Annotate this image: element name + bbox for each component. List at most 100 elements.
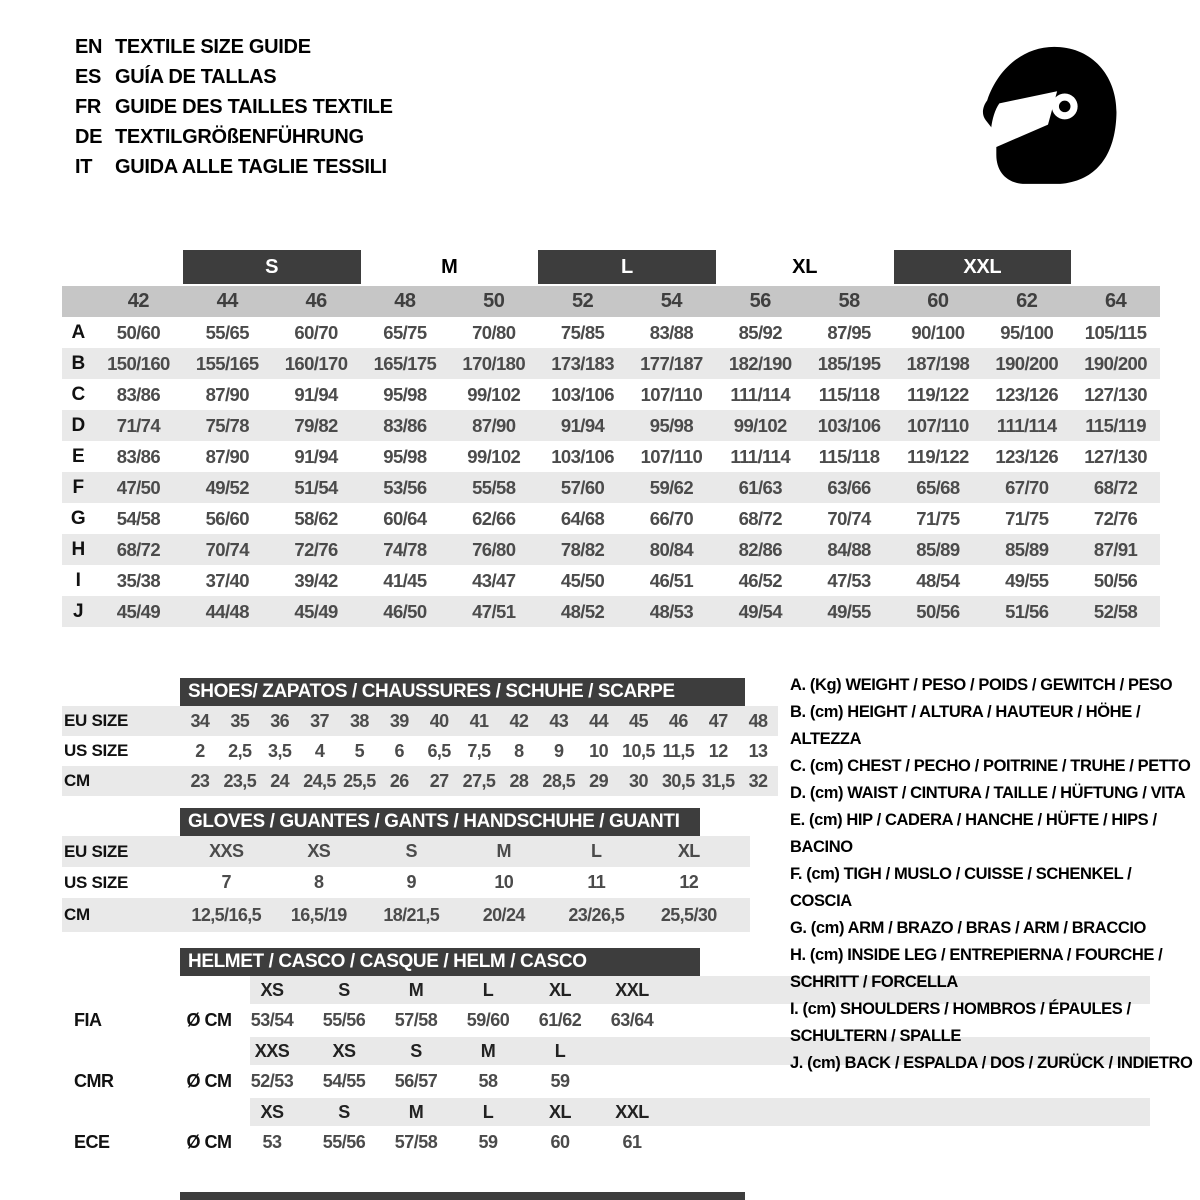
- size-cell: 115/118: [818, 445, 880, 467]
- size-cell: 23: [190, 770, 210, 791]
- table-row-G: G 54/58 56/60 58/62 60/64 62/66 64/68 66/70 68/7…: [62, 503, 1160, 534]
- size-cell: 50/56: [1093, 569, 1138, 591]
- language-row: IT GUIDA ALLE TAGLIE TESSILI: [75, 152, 393, 182]
- size-cell: 51/56: [1005, 600, 1049, 622]
- legend-item: E. (cm) HIP / CADERA / HANCHE / HÜFTE / …: [790, 811, 1157, 856]
- size-cell: 31,5: [701, 770, 735, 791]
- table-row-I: I 35/38 37/40 39/42 41/45 43/47 45/50 46/51 46/5…: [62, 565, 1160, 596]
- size-cell: 103/106: [551, 383, 614, 405]
- helmet-size-cell: 59: [478, 1132, 498, 1152]
- corner-cell: [62, 286, 94, 317]
- size-number: 52: [571, 290, 594, 312]
- size-cell: 111/114: [730, 383, 791, 405]
- row-label: F: [72, 476, 84, 498]
- size-cell: 85/92: [738, 321, 783, 343]
- language-code: IT: [75, 155, 93, 178]
- row-grid: XS S M L XL XXL: [62, 976, 1160, 1004]
- size-cell: 83/86: [383, 414, 427, 436]
- row-grid: CMR Ø CM 52/53 54/55 56/57 58 59: [62, 1065, 1160, 1098]
- helmet-size-cell: 54/55: [322, 1071, 366, 1091]
- row-values: 2 2,5 3,5 4 5 6 6,5 7,5 8 9 10 10,5 11,5 12 13: [180, 736, 778, 766]
- size-cell: 60/64: [383, 507, 427, 529]
- size-cell: 80/84: [649, 538, 694, 560]
- size-cell: 68/72: [738, 507, 783, 529]
- size-cell: 39: [389, 710, 409, 731]
- helmet-size-label: S: [338, 1101, 350, 1122]
- language-row: EN TEXTILE SIZE GUIDE: [75, 32, 393, 62]
- size-cell: 115/119: [1085, 414, 1146, 436]
- helmet-size-cell: 55/56: [322, 1132, 366, 1152]
- bottom-bar: [180, 1192, 745, 1200]
- size-cell: 49/52: [205, 476, 250, 498]
- language-code: FR: [75, 95, 102, 118]
- helmet-size-cell: 57/58: [394, 1132, 438, 1152]
- table-row-E: E 83/86 87/90 91/94 95/98 99/102 103/106 107/11…: [62, 441, 1160, 472]
- size-cell: 46: [668, 710, 688, 731]
- table-row-us-size: US SIZE 7 8 9 10 11 12: [62, 867, 750, 898]
- size-cell: 2: [195, 740, 205, 761]
- size-cell: 107/110: [640, 383, 703, 405]
- row-grid: ECE Ø CM 53 55/56 57/58 59 60 61: [62, 1126, 1160, 1159]
- language-title: GUIDE DES TAILLES TEXTILE: [115, 95, 393, 118]
- size-cell: 85/89: [1005, 538, 1049, 560]
- size-cell: 190/200: [995, 352, 1059, 374]
- size-cell: 107/110: [907, 414, 969, 436]
- legend-item: B. (cm) HEIGHT / ALTURA / HAUTEUR / HÖHE…: [790, 703, 1141, 748]
- size-number: 54: [660, 290, 683, 312]
- size-cell: 70/80: [472, 321, 516, 343]
- size-cell: 71/74: [116, 414, 161, 436]
- size-cell: 95/98: [649, 414, 694, 436]
- size-cell: 52/58: [1093, 600, 1138, 622]
- size-cell: 71/75: [916, 507, 960, 529]
- size-cell: 47/51: [472, 600, 516, 622]
- size-cell: 99/102: [467, 445, 521, 467]
- legend-item: D. (cm) WAIST / CINTURA / TAILLE / HÜFTU…: [790, 784, 1186, 802]
- size-cell: 46/52: [738, 569, 783, 591]
- size-cell: S: [405, 841, 418, 861]
- size-cell: 119/122: [907, 445, 969, 467]
- size-cell: 49/54: [738, 600, 783, 622]
- size-cell: 38: [349, 710, 369, 731]
- size-cell: 12,5/16,5: [191, 904, 262, 925]
- size-cell: 160/170: [284, 352, 348, 374]
- language-code: DE: [75, 125, 103, 148]
- size-cell: 10,5: [622, 740, 655, 761]
- language-title: TEXTILGRÖßENFÜHRUNG: [115, 125, 364, 148]
- helmet-size-label: M: [408, 1101, 424, 1122]
- size-cell: 72/76: [1093, 507, 1138, 529]
- helmet-size-cell: 55/56: [322, 1010, 366, 1030]
- size-cell: 58/62: [294, 507, 338, 529]
- size-cell: 87/91: [1093, 538, 1138, 560]
- helmet-sizes-row-ece: XS S M L XL XXL: [62, 1098, 1160, 1126]
- size-cell: 10: [494, 872, 514, 892]
- row-label: US SIZE: [64, 741, 129, 760]
- table-row-cm: CM 12,5/16,5 16,5/19 18/21,5 20/24 23/26,5 25,…: [62, 898, 750, 932]
- size-number: 58: [838, 290, 860, 312]
- size-cell: 70/74: [205, 538, 250, 560]
- size-cell: 45/50: [560, 569, 605, 591]
- size-cell: 43: [549, 710, 569, 731]
- size-cell: 39/42: [294, 569, 338, 591]
- size-cell: 165/175: [373, 352, 437, 374]
- size-cell: 50/60: [116, 321, 161, 343]
- size-cell: 187/198: [906, 352, 970, 374]
- row-label: J: [73, 600, 84, 622]
- size-cell: 8: [314, 872, 324, 892]
- size-cell: 68/72: [1093, 476, 1138, 498]
- size-cell: 9: [554, 740, 564, 761]
- row-grid: XS S M L XL XXL: [62, 1098, 1160, 1126]
- size-cell: 11,5: [662, 740, 695, 761]
- size-cell: 83/88: [649, 321, 694, 343]
- row-label: CM: [64, 905, 90, 924]
- size-cell: 29: [589, 770, 608, 791]
- size-cell: 87/90: [472, 414, 516, 436]
- legend-item: A. (Kg) WEIGHT / PESO / POIDS / GEWITCH …: [790, 676, 1173, 694]
- helmet-size-label: M: [480, 1040, 496, 1061]
- size-cell: 59/62: [649, 476, 694, 498]
- size-cell: 72/76: [294, 538, 338, 560]
- size-cell: 50/56: [916, 600, 960, 622]
- size-cell: 70/74: [827, 507, 871, 529]
- size-cell: 44/48: [205, 600, 250, 622]
- size-cell: 74/78: [383, 538, 427, 560]
- legend-item: F. (cm) TIGH / MUSLO / CUISSE / SCHENKEL…: [790, 865, 1132, 910]
